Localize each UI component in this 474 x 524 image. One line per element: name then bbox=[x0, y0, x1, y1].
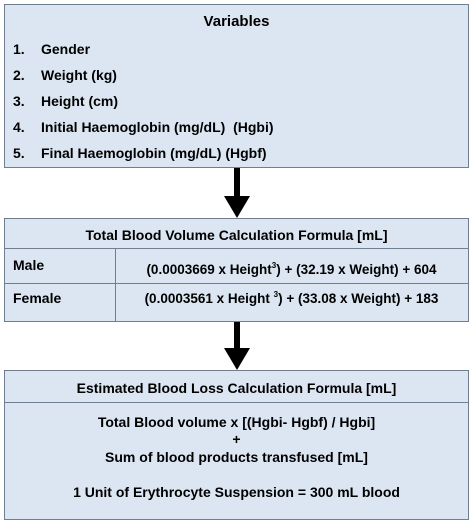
down-arrow-icon bbox=[224, 322, 250, 370]
total-blood-volume-title: Total Blood Volume Calculation Formula [… bbox=[85, 227, 388, 243]
table-column-divider bbox=[115, 248, 116, 321]
female-label: Female bbox=[13, 290, 62, 306]
variables-title: Variables bbox=[203, 13, 270, 30]
variable-item: 3. Height (cm) bbox=[13, 93, 118, 109]
table-divider bbox=[5, 248, 468, 249]
male-formula: (0.0003669 x Height3) + (32.19 x Weight)… bbox=[115, 261, 468, 277]
box-divider bbox=[5, 402, 468, 403]
female-formula-exponent: 3 bbox=[273, 290, 279, 299]
male-formula-exponent: 3 bbox=[271, 261, 277, 270]
female-formula-part: (0.0003561 x Height bbox=[144, 291, 274, 306]
variable-label: Gender bbox=[41, 41, 91, 57]
down-arrow-icon bbox=[224, 168, 250, 218]
variable-label: Final Haemoglobin (mg/dL) (Hgbf) bbox=[41, 145, 267, 161]
blood-products-line: Sum of blood products transfused [mL] bbox=[105, 449, 368, 465]
female-formula-part: ) + (33.08 x Weight) + 183 bbox=[278, 291, 439, 306]
erythrocyte-unit-line: 1 Unit of Erythrocyte Suspension = 300 m… bbox=[73, 484, 400, 500]
estimated-blood-loss-title: Estimated Blood Loss Calculation Formula… bbox=[76, 380, 397, 396]
variable-item: 4. Initial Haemoglobin (mg/dL) (Hgbi) bbox=[13, 119, 274, 135]
variable-number: 4. bbox=[13, 119, 25, 135]
variable-item: 1. Gender bbox=[13, 41, 90, 57]
variable-label: Weight (kg) bbox=[41, 67, 117, 83]
variable-number: 3. bbox=[13, 93, 25, 109]
variable-number: 2. bbox=[13, 67, 25, 83]
variables-box: Variables 1. Gender 2. Weight (kg) 3. Heigh… bbox=[4, 4, 469, 168]
variable-label: Initial Haemoglobin (mg/dL) (Hgbi) bbox=[41, 119, 274, 135]
blood-loss-formula-line: Total Blood volume x [(Hgbi- Hgbf) / Hgb… bbox=[97, 414, 376, 430]
variable-number: 5. bbox=[13, 145, 25, 161]
variable-number: 1. bbox=[13, 41, 25, 57]
estimated-blood-loss-box: Estimated Blood Loss Calculation Formula… bbox=[4, 370, 469, 520]
male-formula-part: (0.0003669 x Height bbox=[146, 262, 272, 277]
variable-label: Height (cm) bbox=[41, 93, 118, 109]
male-label: Male bbox=[13, 257, 45, 273]
variable-item: 2. Weight (kg) bbox=[13, 67, 117, 83]
plus-sign: + bbox=[232, 431, 241, 447]
female-formula: (0.0003561 x Height 3) + (33.08 x Weight… bbox=[115, 290, 468, 306]
total-blood-volume-box: Total Blood Volume Calculation Formula [… bbox=[4, 218, 469, 322]
table-divider bbox=[5, 283, 468, 284]
male-formula-part: ) + (32.19 x Weight) + 604 bbox=[276, 262, 437, 277]
variable-item: 5. Final Haemoglobin (mg/dL) (Hgbf) bbox=[13, 145, 267, 161]
